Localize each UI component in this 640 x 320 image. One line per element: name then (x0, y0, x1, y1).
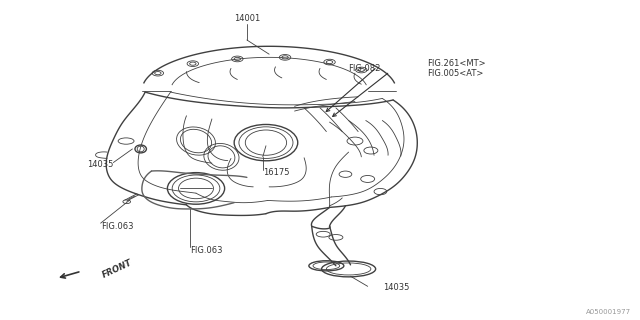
Text: FRONT: FRONT (100, 258, 134, 280)
Text: 14035: 14035 (383, 284, 410, 292)
Text: FIG.261<MT>: FIG.261<MT> (427, 59, 486, 68)
Text: A050001977: A050001977 (586, 309, 632, 315)
Text: FIG.005<AT>: FIG.005<AT> (427, 69, 483, 78)
Text: FIG.063: FIG.063 (100, 222, 133, 231)
Text: 14035: 14035 (87, 160, 113, 169)
Text: 14001: 14001 (234, 14, 260, 23)
Text: 16175: 16175 (263, 168, 289, 177)
Text: FIG.063: FIG.063 (189, 245, 222, 254)
Text: FIG.082: FIG.082 (348, 64, 380, 73)
